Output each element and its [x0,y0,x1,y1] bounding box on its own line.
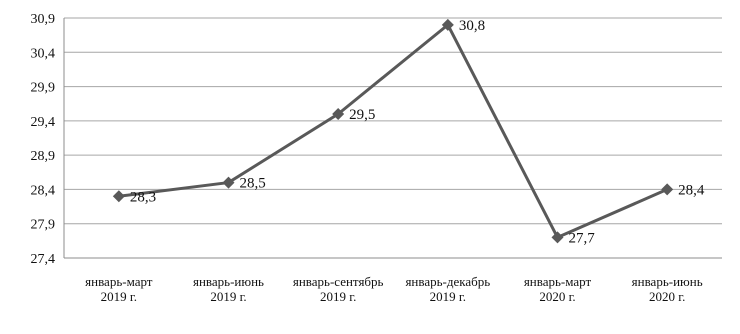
x-tick-label: январь-март 2019 г. [85,274,153,304]
data-label: 28,3 [130,189,156,205]
data-label: 28,5 [240,176,266,192]
y-tick-label: 30,4 [31,46,56,61]
data-label: 29,5 [349,107,375,123]
x-tick-label: январь-март 2020 г. [524,274,592,304]
x-tick-label: январь-сентябрь 2019 г. [293,274,384,304]
y-tick-label: 27,9 [31,218,56,233]
x-tick-label: январь-июнь 2019 г. [193,274,264,304]
data-labels: 28,3 28,5 29,5 30,8 27,7 28,4 [130,18,705,247]
data-point [661,183,674,196]
data-label: 27,7 [569,230,596,246]
series-line [112,18,674,244]
y-tick-label: 28,9 [31,149,56,164]
data-point [551,231,564,244]
data-label: 30,8 [459,18,485,34]
x-tick-label: январь-июнь 2020 г. [632,274,703,304]
data-point [112,190,125,203]
data-point [441,18,454,31]
y-tick-label: 29,4 [31,115,56,130]
data-point [332,108,345,120]
data-label: 28,4 [678,182,705,198]
y-tick-label: 29,9 [31,81,56,96]
x-axis: январь-март 2019 г. январь-июнь 2019 г. янва… [64,257,722,304]
y-tick-label: 28,4 [31,183,56,198]
x-tick-label: январь-декабрь 2019 г. [405,274,490,304]
y-axis: 27,4 27,9 28,4 28,9 29,4 29,9 30,4 30,9 [31,12,65,267]
series-polyline [118,23,668,239]
y-tick-label: 30,9 [31,12,56,27]
y-tick-label: 27,4 [31,252,56,267]
data-point [222,176,235,189]
gridlines [64,17,722,225]
